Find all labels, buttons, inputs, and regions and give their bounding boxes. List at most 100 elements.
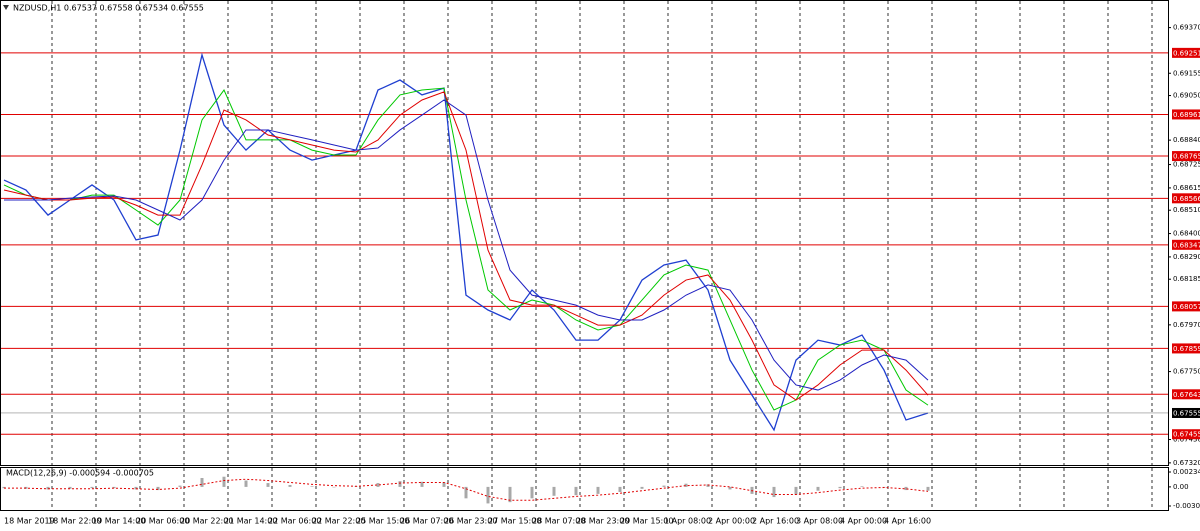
macd-bar bbox=[596, 486, 600, 494]
macd-bar bbox=[332, 486, 336, 488]
y-tick-label: 0.68725 bbox=[1173, 161, 1200, 169]
macd-bar bbox=[904, 486, 908, 491]
macd-bar bbox=[684, 483, 688, 487]
price-line bbox=[3, 52, 929, 432]
macd-bar bbox=[552, 486, 556, 496]
x-tick-label: 2 Apr 00:00 bbox=[708, 517, 755, 526]
x-tick-label: 21 Mar 14:00 bbox=[224, 517, 277, 526]
x-tick-label: 22 Mar 06:00 bbox=[268, 517, 321, 526]
x-tick-label: 18 Mar 2019 bbox=[4, 517, 55, 526]
level-label: 0.69251 bbox=[1173, 49, 1200, 57]
y-tick-label: 0.67430 bbox=[1173, 436, 1200, 444]
y-tick-label: 0.68290 bbox=[1173, 253, 1200, 261]
chart-title: NZDUSD,H1 0.67537 0.67558 0.67534 0.6755… bbox=[13, 4, 204, 13]
macd-bar bbox=[376, 483, 380, 487]
level-label-box bbox=[1172, 47, 1200, 58]
macd-bar bbox=[398, 481, 402, 487]
macd-bar bbox=[222, 476, 226, 487]
y-tick-label: 0.68400 bbox=[1173, 230, 1200, 238]
price-line bbox=[3, 87, 929, 411]
x-tick-label: 27 Mar 15:00 bbox=[488, 517, 541, 526]
y-tick-label: 0.67320 bbox=[1173, 459, 1200, 467]
macd-bar bbox=[112, 486, 116, 489]
macd-bar bbox=[200, 477, 204, 487]
x-tick-label: 28 Mar 07:00 bbox=[532, 517, 585, 526]
y-tick-label: 0.69155 bbox=[1173, 69, 1200, 77]
price-line bbox=[3, 91, 929, 401]
y-tick-label: 0.69370 bbox=[1173, 24, 1200, 32]
macd-bar bbox=[530, 486, 534, 499]
x-tick-label: 20 Mar 06:00 bbox=[136, 517, 189, 526]
macd-bar bbox=[816, 486, 820, 491]
signal-line bbox=[4, 478, 929, 501]
macd-bar bbox=[46, 486, 50, 490]
macd-bar bbox=[156, 486, 160, 491]
x-tick-label: 25 Mar 15:00 bbox=[356, 517, 409, 526]
macd-bar bbox=[134, 486, 138, 490]
x-tick-label: 20 Mar 22:00 bbox=[180, 517, 233, 526]
macd-bar bbox=[178, 485, 182, 487]
y-tick-label: 0.68510 bbox=[1173, 206, 1200, 214]
macd-bar bbox=[90, 486, 94, 489]
level-label: 0.67455 bbox=[1173, 431, 1200, 439]
main-pane-frame bbox=[0, 0, 1169, 466]
x-tick-label: 18 Mar 22:00 bbox=[48, 517, 101, 526]
macd-bar bbox=[508, 486, 512, 503]
level-label: 0.67859 bbox=[1173, 345, 1200, 353]
level-label: 0.67643 bbox=[1173, 391, 1200, 399]
level-label-box bbox=[1172, 429, 1200, 440]
macd-title: MACD(12,26,9) -0.000594 -0.000705 bbox=[6, 469, 154, 478]
last-price-box bbox=[1172, 407, 1200, 418]
macd-bar bbox=[266, 483, 270, 487]
macd-bar bbox=[860, 486, 864, 487]
x-tick-label: 22 Mar 22:00 bbox=[312, 517, 365, 526]
macd-bar bbox=[464, 486, 468, 499]
macd-pane-frame bbox=[0, 467, 1169, 511]
last-price-label: 0.67555 bbox=[1173, 409, 1200, 417]
level-label: 0.68057 bbox=[1173, 303, 1200, 311]
macd-bar bbox=[794, 486, 798, 495]
macd-bar bbox=[244, 480, 248, 487]
macd-bar bbox=[442, 482, 446, 487]
y-tick-label: 0.00 bbox=[1173, 483, 1189, 491]
macd-bar bbox=[618, 486, 622, 492]
y-tick-label: 0.67970 bbox=[1173, 321, 1200, 329]
macd-bar bbox=[838, 486, 842, 489]
x-tick-label: 2 Apr 16:00 bbox=[752, 517, 799, 526]
macd-bar bbox=[574, 486, 578, 496]
level-label-box bbox=[1172, 239, 1200, 250]
level-label-box bbox=[1172, 389, 1200, 400]
macd-bar bbox=[926, 486, 930, 491]
x-tick-label: 3 Apr 08:00 bbox=[796, 517, 843, 526]
x-tick-label: 26 Mar 23:00 bbox=[444, 517, 497, 526]
macd-bar bbox=[728, 486, 732, 490]
y-tick-label: -0.003007 bbox=[1173, 502, 1200, 510]
x-tick-label: 29 Mar 15:00 bbox=[620, 517, 673, 526]
y-tick-label: 0.68185 bbox=[1173, 275, 1200, 283]
y-tick-label: 0.68840 bbox=[1173, 136, 1200, 144]
level-label-box bbox=[1172, 151, 1200, 162]
level-label: 0.68961 bbox=[1173, 111, 1200, 119]
x-tick-label: 19 Mar 14:00 bbox=[92, 517, 145, 526]
x-tick-label: 4 Apr 00:00 bbox=[840, 517, 887, 526]
macd-bar bbox=[486, 486, 490, 504]
macd-bar bbox=[68, 486, 72, 489]
level-label-box bbox=[1172, 301, 1200, 312]
y-tick-label: 0.69050 bbox=[1173, 92, 1200, 100]
symbol-menu-icon bbox=[3, 5, 9, 10]
x-tick-label: 26 Mar 07:00 bbox=[400, 517, 453, 526]
y-tick-label: 0.67750 bbox=[1173, 368, 1200, 376]
level-label-box bbox=[1172, 109, 1200, 120]
price-line bbox=[4, 99, 929, 391]
macd-bar bbox=[2, 486, 6, 489]
macd-bar bbox=[310, 486, 314, 487]
level-label: 0.68347 bbox=[1173, 241, 1200, 249]
x-tick-label: 4 Apr 16:00 bbox=[884, 517, 931, 526]
x-tick-label: 1 Apr 08:00 bbox=[664, 517, 711, 526]
y-tick-label: 0.68615 bbox=[1173, 184, 1200, 192]
y-tick-label: 0.002344 bbox=[1173, 468, 1200, 476]
macd-bar bbox=[772, 486, 776, 498]
